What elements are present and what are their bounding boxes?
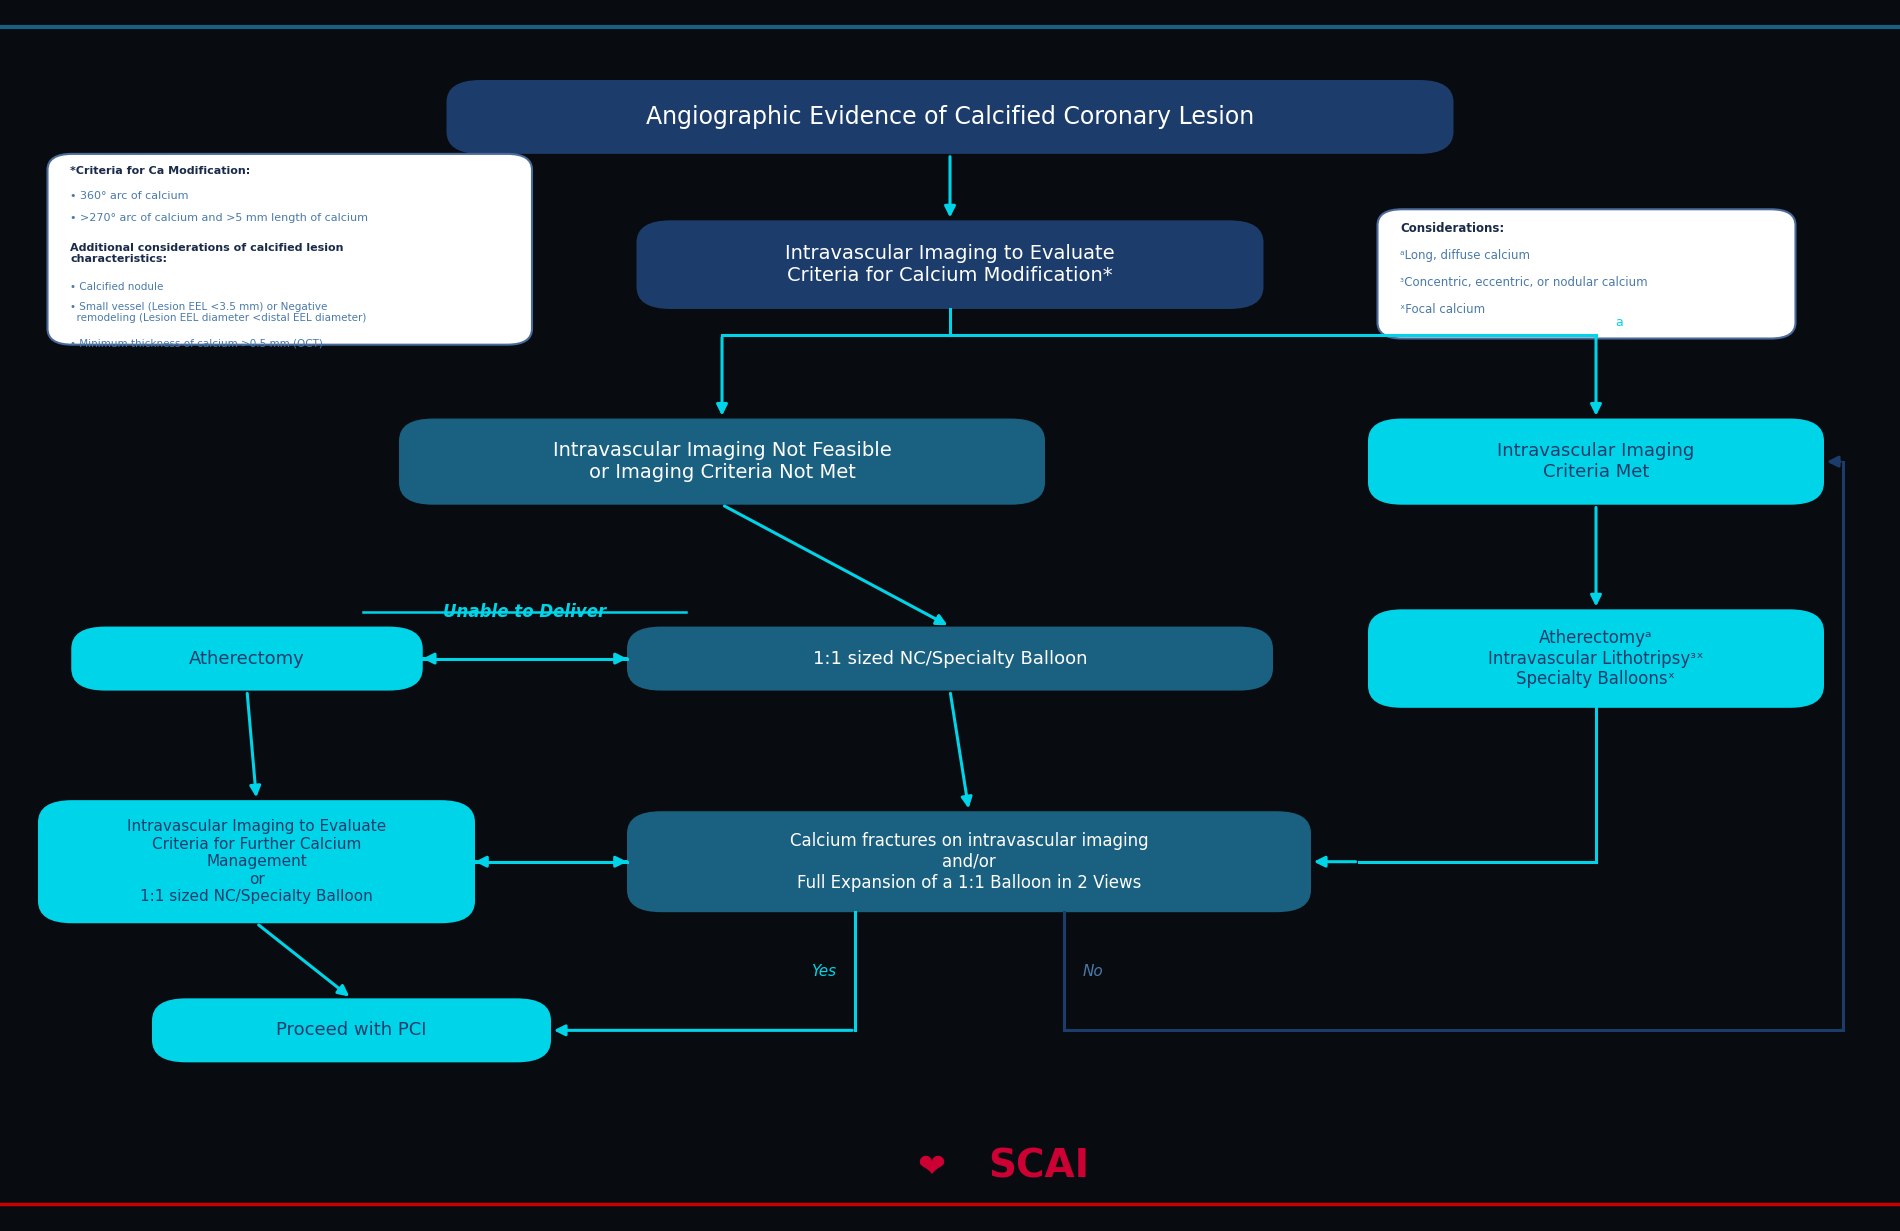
Text: Atherectomyᵃ
Intravascular Lithotripsyᶟˣ
Specialty Balloonsˣ: Atherectomyᵃ Intravascular Lithotripsyᶟˣ…: [1488, 629, 1704, 688]
FancyBboxPatch shape: [399, 419, 1045, 505]
Text: Considerations:: Considerations:: [1400, 222, 1505, 235]
Text: ᶟConcentric, eccentric, or nodular calcium: ᶟConcentric, eccentric, or nodular calci…: [1400, 276, 1647, 289]
Text: Unable to Deliver: Unable to Deliver: [443, 603, 606, 620]
FancyBboxPatch shape: [627, 627, 1273, 691]
FancyBboxPatch shape: [627, 811, 1311, 912]
FancyBboxPatch shape: [48, 154, 532, 345]
Text: *Criteria for Ca Modification:: *Criteria for Ca Modification:: [70, 166, 251, 176]
FancyBboxPatch shape: [1368, 419, 1824, 505]
FancyBboxPatch shape: [1368, 609, 1824, 708]
Text: No: No: [1083, 964, 1104, 979]
FancyBboxPatch shape: [636, 220, 1264, 309]
FancyBboxPatch shape: [152, 998, 551, 1062]
Text: Yes: Yes: [811, 964, 836, 979]
Text: Proceed with PCI: Proceed with PCI: [276, 1022, 428, 1039]
FancyBboxPatch shape: [38, 800, 475, 923]
Text: ᵃLong, diffuse calcium: ᵃLong, diffuse calcium: [1400, 249, 1530, 262]
Text: Intravascular Imaging
Criteria Met: Intravascular Imaging Criteria Met: [1497, 442, 1695, 481]
Text: • Calcified nodule: • Calcified nodule: [70, 282, 163, 292]
Text: Additional considerations of calcified lesion
characteristics:: Additional considerations of calcified l…: [70, 243, 344, 265]
Text: a: a: [1615, 315, 1623, 329]
Text: Calcium fractures on intravascular imaging
and/or
Full Expansion of a 1:1 Balloo: Calcium fractures on intravascular imagi…: [790, 832, 1148, 891]
Text: ❤: ❤: [918, 1151, 944, 1183]
Text: • 360° arc of calcium: • 360° arc of calcium: [70, 191, 188, 201]
Text: SCAI: SCAI: [988, 1149, 1089, 1185]
Text: ˣFocal calcium: ˣFocal calcium: [1400, 303, 1486, 316]
FancyBboxPatch shape: [1378, 209, 1796, 339]
Text: Intravascular Imaging to Evaluate
Criteria for Further Calcium
Management
or
1:1: Intravascular Imaging to Evaluate Criter…: [127, 820, 386, 904]
Text: Atherectomy: Atherectomy: [190, 650, 304, 667]
Text: • Minimum thickness of calcium >0.5 mm (OCT): • Minimum thickness of calcium >0.5 mm (…: [70, 339, 323, 348]
Text: Intravascular Imaging Not Feasible
or Imaging Criteria Not Met: Intravascular Imaging Not Feasible or Im…: [553, 441, 891, 483]
FancyBboxPatch shape: [446, 80, 1454, 154]
Text: 1:1 sized NC/Specialty Balloon: 1:1 sized NC/Specialty Balloon: [813, 650, 1087, 667]
Text: • >270° arc of calcium and >5 mm length of calcium: • >270° arc of calcium and >5 mm length …: [70, 213, 369, 223]
Text: Intravascular Imaging to Evaluate
Criteria for Calcium Modification*: Intravascular Imaging to Evaluate Criter…: [785, 244, 1115, 286]
Text: • Small vessel (Lesion EEL <3.5 mm) or Negative
  remodeling (Lesion EEL diamete: • Small vessel (Lesion EEL <3.5 mm) or N…: [70, 302, 367, 324]
FancyBboxPatch shape: [72, 627, 422, 691]
Text: Angiographic Evidence of Calcified Coronary Lesion: Angiographic Evidence of Calcified Coron…: [646, 105, 1254, 129]
